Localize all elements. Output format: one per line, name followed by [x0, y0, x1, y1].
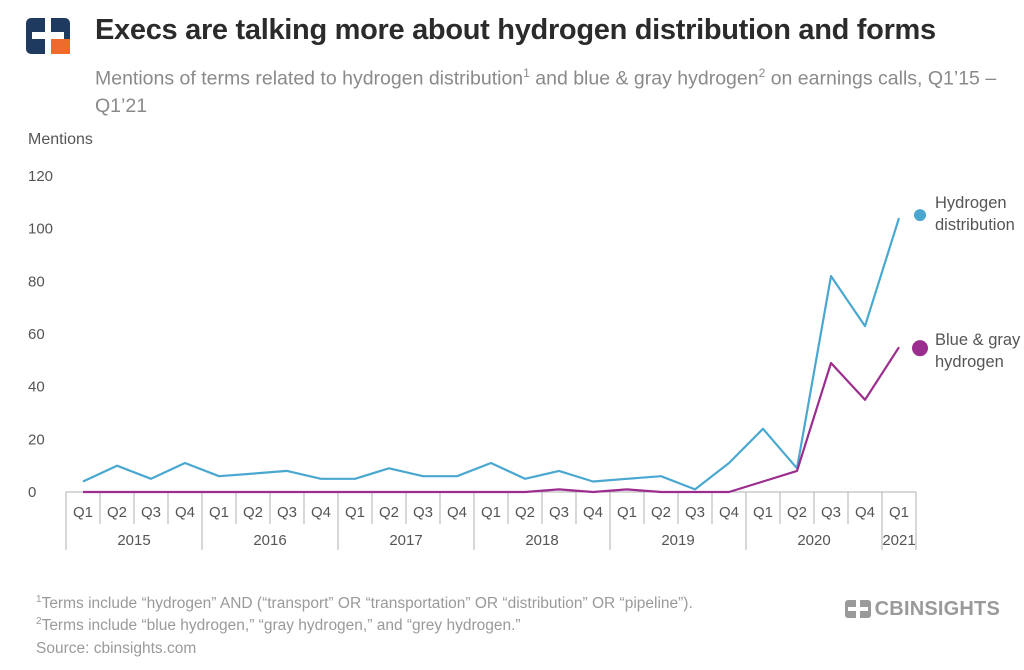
y-tick-label: 80 — [28, 273, 45, 290]
page-subtitle: Mentions of terms related to hydrogen di… — [95, 66, 997, 117]
footnote-1: 1Terms include “hydrogen” AND (“transpor… — [36, 594, 693, 613]
y-tick-label: 120 — [28, 168, 53, 185]
legend-label-line2: hydrogen — [935, 353, 1004, 371]
legend-marker — [914, 209, 926, 222]
year-label: 2018 — [525, 532, 558, 549]
x-tick-label: Q3 — [685, 504, 705, 521]
x-tick-label: Q1 — [617, 504, 637, 521]
x-tick-label: Q4 — [719, 504, 739, 521]
year-label: 2021 — [882, 532, 915, 549]
x-tick-label: Q4 — [175, 504, 195, 521]
cb-insights-brand: CBINSIGHTS — [844, 597, 1000, 621]
y-tick-label: 60 — [28, 326, 45, 343]
x-tick-label: Q3 — [277, 504, 297, 521]
year-label: 2015 — [117, 532, 150, 549]
x-tick-label: Q1 — [345, 504, 365, 521]
legend-marker — [912, 340, 928, 357]
x-tick-label: Q4 — [447, 504, 467, 521]
x-tick-label: Q2 — [515, 504, 535, 521]
y-tick-label: 40 — [28, 379, 45, 396]
x-tick-label: Q4 — [311, 504, 331, 521]
x-tick-label: Q2 — [787, 504, 807, 521]
y-axis-label: Mentions — [28, 131, 93, 148]
legend-label-line1: Blue & gray — [935, 331, 1021, 349]
page-title: Execs are talking more about hydrogen di… — [95, 14, 936, 46]
x-tick-label: Q1 — [209, 504, 229, 521]
x-tick-label: Q3 — [413, 504, 433, 521]
x-tick-label: Q4 — [855, 504, 875, 521]
x-tick-label: Q3 — [141, 504, 161, 521]
x-tick-label: Q3 — [549, 504, 569, 521]
x-tick-label: Q2 — [379, 504, 399, 521]
year-label: 2019 — [661, 532, 694, 549]
year-label: 2017 — [389, 532, 422, 549]
x-tick-label: Q1 — [481, 504, 501, 521]
x-tick-label: Q4 — [583, 504, 603, 521]
x-tick-label: Q1 — [889, 504, 909, 521]
year-label: 2020 — [797, 532, 830, 549]
x-tick-label: Q2 — [107, 504, 127, 521]
y-tick-label: 20 — [28, 431, 45, 448]
x-tick-label: Q1 — [73, 504, 93, 521]
series-line-hydrogen-distribution — [82, 217, 901, 491]
y-tick-label: 100 — [28, 221, 53, 238]
year-label: 2016 — [253, 532, 286, 549]
series-line-blue-gray-hydrogen — [83, 346, 900, 494]
x-tick-label: Q3 — [821, 504, 841, 521]
x-tick-label: Q1 — [753, 504, 773, 521]
cb-insights-wordmark: CBINSIGHTS — [874, 597, 1000, 620]
legend-label-line2: distribution — [935, 216, 1015, 234]
y-tick-label: 0 — [28, 484, 36, 501]
cb-insights-logo-icon — [26, 18, 70, 54]
x-tick-label: Q2 — [243, 504, 263, 521]
legend-label-line1: Hydrogen — [935, 194, 1007, 212]
source-note: Source: cbinsights.com — [36, 640, 197, 657]
x-tick-label: Q2 — [651, 504, 671, 521]
cb-insights-mark-icon — [844, 600, 871, 618]
footnote-2: 2Terms include “blue hydrogen,” “gray hy… — [36, 616, 521, 635]
